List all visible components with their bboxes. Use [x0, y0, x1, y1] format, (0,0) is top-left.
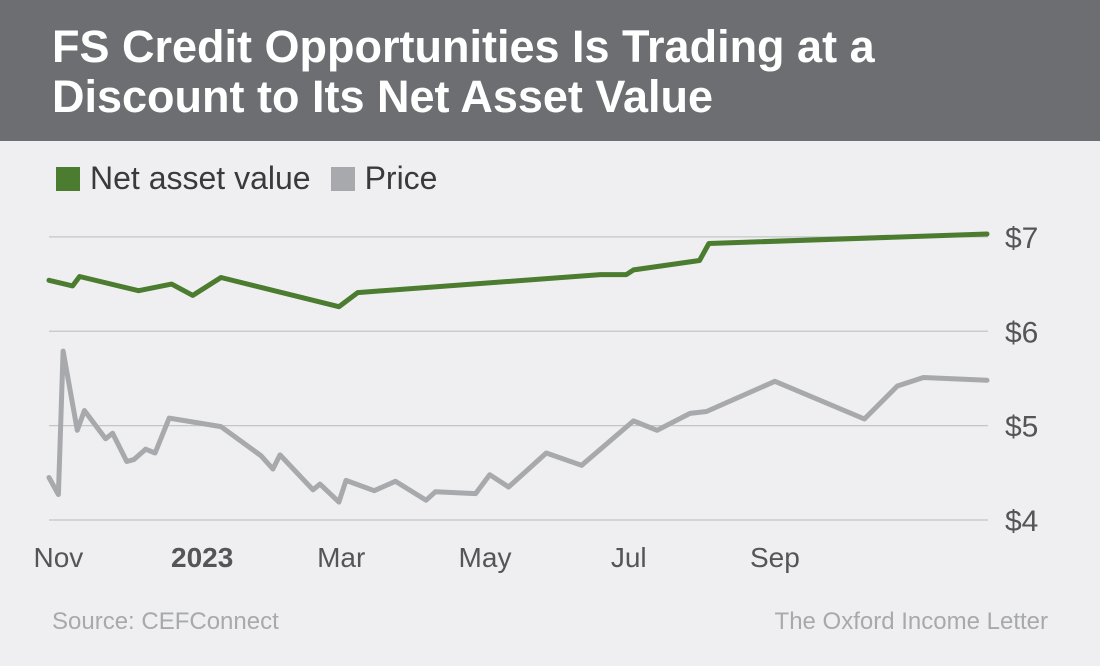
publisher-credit: The Oxford Income Letter	[774, 608, 1048, 635]
x-tick-label: Sep	[750, 542, 800, 573]
x-tick-label: Jul	[611, 542, 647, 573]
nav-series-line	[46, 231, 990, 310]
legend-label-price: Price	[364, 160, 438, 196]
y-tick-label: $7	[1005, 222, 1038, 255]
source-note: Source: CEFConnect	[52, 608, 279, 635]
price-series-line	[46, 348, 990, 505]
x-tick-label: May	[459, 542, 512, 573]
x-tick-label: Mar	[317, 542, 365, 573]
legend-swatch-nav	[56, 166, 80, 191]
legend-item-price: Price	[330, 160, 438, 197]
legend-label-nav: Net asset value	[90, 160, 311, 196]
y-tick-label: $5	[1005, 411, 1038, 444]
x-tick-label: Nov	[34, 542, 84, 573]
title-banner: FS Credit Opportunities Is Trading at a …	[0, 0, 1100, 141]
legend: Net asset value Price	[56, 160, 457, 197]
legend-swatch-price	[330, 166, 355, 191]
legend-item-nav: Net asset value	[56, 160, 311, 197]
y-tick-label: $6	[1005, 316, 1038, 349]
x-tick-label: 2023	[171, 542, 233, 573]
y-tick-label: $4	[1005, 505, 1038, 538]
chart-title: FS Credit Opportunities Is Trading at a …	[52, 21, 875, 122]
